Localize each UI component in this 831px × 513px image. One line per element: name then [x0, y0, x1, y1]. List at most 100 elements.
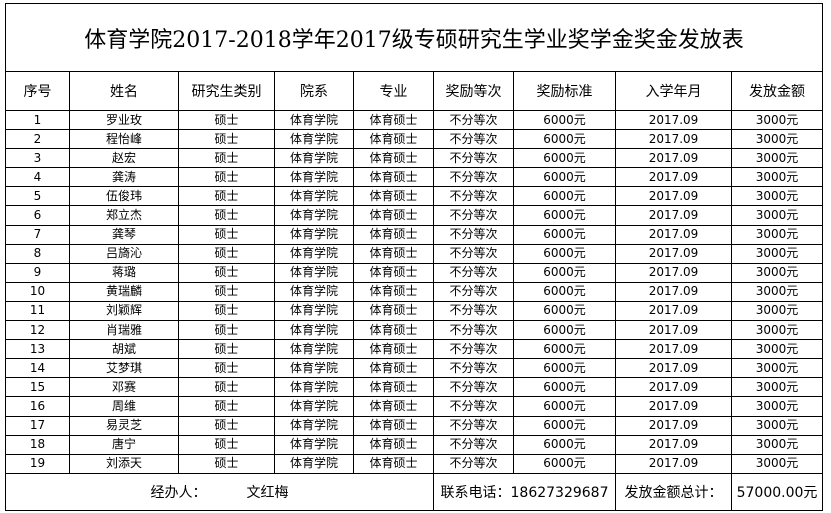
table-cell[interactable]: 体育学院 — [274, 109, 354, 131]
table-cell[interactable]: 3000元 — [731, 434, 823, 455]
table-cell[interactable]: 6000元 — [513, 358, 616, 379]
table-cell[interactable]: 4 — [5, 167, 70, 188]
table-cell[interactable]: 2017.09 — [615, 453, 732, 474]
table-cell[interactable]: 硕士 — [178, 167, 275, 188]
table-cell[interactable]: 6000元 — [513, 281, 616, 302]
table-cell[interactable]: 2017.09 — [615, 300, 732, 322]
table-cell[interactable]: 硕士 — [178, 434, 275, 455]
table-cell[interactable]: 唐宁 — [69, 434, 179, 455]
header-cell[interactable]: 专业 — [353, 71, 434, 111]
table-cell[interactable]: 体育硕士 — [353, 148, 434, 169]
table-cell[interactable]: 体育学院 — [274, 434, 354, 455]
table-cell[interactable]: 蒋璐 — [69, 262, 179, 283]
table-cell[interactable]: 体育硕士 — [353, 281, 434, 302]
table-cell[interactable]: 肖瑞雅 — [69, 320, 179, 341]
header-cell[interactable]: 研究生类别 — [178, 71, 275, 111]
table-cell[interactable]: 硕士 — [178, 415, 275, 436]
table-cell[interactable]: 硕士 — [178, 377, 275, 398]
table-cell[interactable]: 邓赛 — [69, 377, 179, 398]
table-cell[interactable]: 6000元 — [513, 434, 616, 455]
table-cell[interactable]: 体育硕士 — [353, 186, 434, 207]
table-cell[interactable]: 体育学院 — [274, 205, 354, 226]
table-cell[interactable]: 龚琴 — [69, 224, 179, 245]
table-cell[interactable]: 2017.09 — [615, 148, 732, 169]
table-cell[interactable]: 体育硕士 — [353, 320, 434, 341]
table-cell[interactable]: 硕士 — [178, 453, 275, 474]
table-cell[interactable]: 不分等次 — [433, 262, 514, 283]
table-cell[interactable]: 11 — [5, 300, 70, 322]
table-cell[interactable]: 不分等次 — [433, 109, 514, 131]
table-cell[interactable]: 6000元 — [513, 109, 616, 131]
table-cell[interactable]: 硕士 — [178, 129, 275, 150]
table-cell[interactable]: 3 — [5, 148, 70, 169]
table-cell[interactable]: 18 — [5, 434, 70, 455]
header-cell[interactable]: 入学年月 — [615, 71, 732, 111]
table-cell[interactable]: 不分等次 — [433, 129, 514, 150]
table-cell[interactable]: 罗业玫 — [69, 109, 179, 131]
table-cell[interactable]: 体育学院 — [274, 300, 354, 322]
table-cell[interactable]: 体育学院 — [274, 358, 354, 379]
table-cell[interactable]: 体育硕士 — [353, 109, 434, 131]
total-value-cell[interactable]: 57000.00元 — [731, 472, 823, 511]
table-cell[interactable]: 2017.09 — [615, 167, 732, 188]
table-cell[interactable]: 6000元 — [513, 453, 616, 474]
table-cell[interactable]: 2017.09 — [615, 415, 732, 436]
table-cell[interactable]: 3000元 — [731, 377, 823, 398]
table-cell[interactable]: 体育硕士 — [353, 434, 434, 455]
table-cell[interactable]: 体育学院 — [274, 262, 354, 283]
table-cell[interactable]: 体育学院 — [274, 281, 354, 302]
table-cell[interactable]: 3000元 — [731, 339, 823, 360]
table-cell[interactable]: 14 — [5, 358, 70, 379]
table-cell[interactable]: 艾梦琪 — [69, 358, 179, 379]
table-cell[interactable]: 不分等次 — [433, 300, 514, 322]
table-cell[interactable]: 硕士 — [178, 339, 275, 360]
table-cell[interactable]: 不分等次 — [433, 205, 514, 226]
table-cell[interactable]: 不分等次 — [433, 167, 514, 188]
table-cell[interactable]: 不分等次 — [433, 358, 514, 379]
table-cell[interactable]: 硕士 — [178, 320, 275, 341]
table-cell[interactable]: 6000元 — [513, 205, 616, 226]
table-cell[interactable]: 硕士 — [178, 358, 275, 379]
table-cell[interactable]: 2017.09 — [615, 396, 732, 417]
table-cell[interactable]: 硕士 — [178, 186, 275, 207]
table-cell[interactable]: 体育学院 — [274, 415, 354, 436]
table-cell[interactable]: 9 — [5, 262, 70, 283]
table-cell[interactable]: 3000元 — [731, 415, 823, 436]
table-cell[interactable]: 易灵芝 — [69, 415, 179, 436]
table-cell[interactable]: 不分等次 — [433, 320, 514, 341]
table-cell[interactable]: 不分等次 — [433, 186, 514, 207]
table-cell[interactable]: 2017.09 — [615, 205, 732, 226]
table-cell[interactable]: 6000元 — [513, 396, 616, 417]
table-cell[interactable]: 硕士 — [178, 300, 275, 322]
table-cell[interactable]: 郑立杰 — [69, 205, 179, 226]
table-cell[interactable]: 硕士 — [178, 224, 275, 245]
table-cell[interactable]: 刘颖辉 — [69, 300, 179, 322]
table-cell[interactable]: 3000元 — [731, 281, 823, 302]
table-cell[interactable]: 17 — [5, 415, 70, 436]
table-cell[interactable]: 6 — [5, 205, 70, 226]
phone-cell[interactable]: 联系电话：18627329687 — [433, 472, 616, 511]
table-cell[interactable]: 体育硕士 — [353, 205, 434, 226]
table-cell[interactable]: 3000元 — [731, 205, 823, 226]
table-cell[interactable]: 2017.09 — [615, 320, 732, 341]
table-cell[interactable]: 体育硕士 — [353, 415, 434, 436]
table-cell[interactable]: 体育硕士 — [353, 129, 434, 150]
table-cell[interactable]: 不分等次 — [433, 377, 514, 398]
table-cell[interactable]: 3000元 — [731, 224, 823, 245]
table-cell[interactable]: 体育学院 — [274, 320, 354, 341]
table-cell[interactable]: 伍俊玮 — [69, 186, 179, 207]
table-cell[interactable]: 不分等次 — [433, 434, 514, 455]
table-cell[interactable]: 体育学院 — [274, 396, 354, 417]
table-cell[interactable]: 2 — [5, 129, 70, 150]
table-cell[interactable]: 2017.09 — [615, 224, 732, 245]
table-cell[interactable]: 不分等次 — [433, 148, 514, 169]
table-cell[interactable]: 不分等次 — [433, 453, 514, 474]
table-cell[interactable]: 体育硕士 — [353, 262, 434, 283]
header-cell[interactable]: 院系 — [274, 71, 354, 111]
table-cell[interactable]: 不分等次 — [433, 415, 514, 436]
table-cell[interactable]: 体育硕士 — [353, 224, 434, 245]
table-cell[interactable]: 硕士 — [178, 109, 275, 131]
header-cell[interactable]: 奖励标准 — [513, 71, 616, 111]
table-cell[interactable]: 3000元 — [731, 358, 823, 379]
table-cell[interactable]: 不分等次 — [433, 224, 514, 245]
